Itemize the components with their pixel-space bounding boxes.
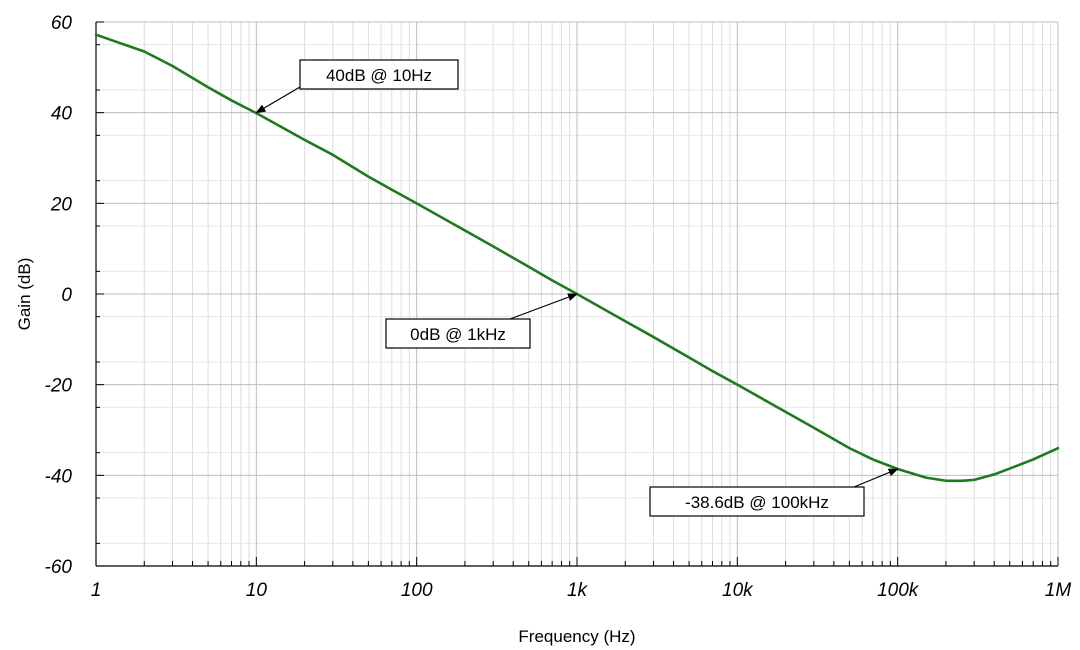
- x-tick-label: 1M: [1045, 580, 1072, 601]
- annotation-arrow: [509, 293, 578, 320]
- annotation-label: 40dB @ 10Hz: [326, 66, 432, 85]
- y-tick-label: -60: [45, 557, 73, 578]
- axis-ticks: [95, 21, 1059, 567]
- y-axis-title: Gain (dB): [15, 258, 34, 331]
- x-tick-label: 10k: [722, 580, 754, 601]
- x-tick-labels: 1 10 100 1k 10k 100k 1M: [91, 580, 1072, 601]
- series-layer: [94, 33, 1060, 483]
- annotation-box: [385, 318, 531, 349]
- x-tick-label: 10: [246, 580, 268, 601]
- gain-curve: [94, 33, 1060, 483]
- x-tick-label: 1k: [567, 580, 589, 601]
- y-tick-label: -40: [45, 466, 73, 487]
- y-tick-label: 20: [50, 194, 73, 215]
- y-tick-label: 0: [61, 285, 72, 306]
- y-tick-label: 40: [51, 104, 73, 125]
- y-tick-label: -20: [45, 376, 73, 397]
- x-axis-title: Frequency (Hz): [518, 627, 635, 646]
- annotation-box: [649, 486, 865, 517]
- annotation-label: 0dB @ 1kHz: [410, 325, 506, 344]
- annotation-arrow: [853, 468, 899, 488]
- annotation-box: [299, 59, 459, 90]
- annotation-arrow: [255, 86, 301, 114]
- annotations-layer: 40dB @ 10Hz 0dB @ 1kHz -38.6dB @ 100kHz: [255, 59, 899, 517]
- y-tick-labels: 60 40 20 0 -20 -40 -60: [45, 13, 73, 578]
- x-tick-label: 1: [91, 580, 102, 601]
- x-tick-label: 100: [401, 580, 433, 601]
- x-tick-label: 100k: [877, 580, 920, 601]
- annotation-label: -38.6dB @ 100kHz: [685, 493, 829, 512]
- y-tick-label: 60: [51, 13, 73, 34]
